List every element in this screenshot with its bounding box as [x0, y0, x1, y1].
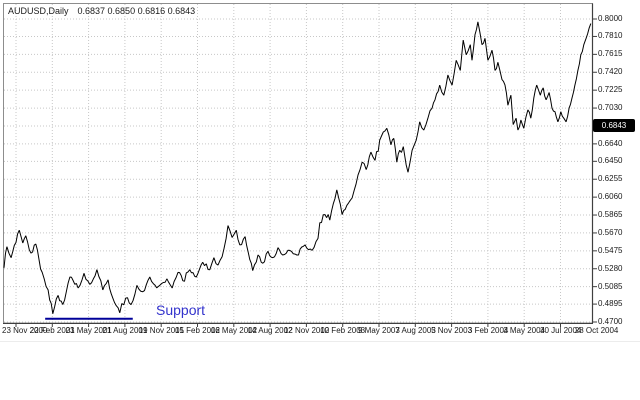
- ohlc-quote: 0.6837 0.6850 0.6816 0.6843: [77, 6, 196, 16]
- x-axis-label: 16 May 2002: [210, 326, 258, 335]
- price-line-series: [3, 21, 592, 314]
- y-axis-label: 0.5475: [598, 245, 623, 255]
- x-axis-label: 19 Nov 2001: [138, 326, 185, 335]
- x-axis-label: 22 Feb 2001: [29, 326, 75, 335]
- x-axis-label: 15 Feb 2002: [175, 326, 220, 335]
- x-axis-label: 3 Feb 2004: [467, 326, 509, 335]
- x-axis-label: 12 Nov 2002: [283, 326, 330, 335]
- y-axis-label: 0.7615: [598, 49, 623, 59]
- y-axis-label: 0.7810: [598, 31, 623, 41]
- y-axis-label: 0.5085: [598, 281, 623, 291]
- x-axis-label: 5 Nov 2003: [431, 326, 473, 335]
- y-axis-label: 0.5280: [598, 263, 623, 273]
- bottom-divider: [0, 341, 640, 342]
- y-axis-label: 0.6450: [598, 156, 623, 166]
- x-axis-label: 23 Nov 2000: [2, 326, 48, 335]
- y-axis-label: 0.6255: [598, 174, 623, 184]
- x-axis-label: 28 Oct 2004: [574, 326, 619, 335]
- x-axis-label: 14 Aug 2002: [247, 326, 293, 335]
- x-axis-label: 21 Aug 2001: [102, 326, 148, 335]
- current-price-tag: 0.6843: [593, 118, 635, 132]
- x-axis-label: 23 May 2001: [65, 326, 112, 335]
- y-axis-label: 0.8000: [598, 14, 623, 23]
- x-axis-label: 30 Jul 2004: [540, 326, 582, 335]
- y-axis-label: 0.6640: [598, 138, 623, 148]
- y-axis-label: 0.4895: [598, 299, 623, 309]
- y-axis-label: 0.6060: [598, 192, 623, 202]
- x-axis-label: 9 May 2003: [358, 326, 400, 335]
- x-axis-label: 7 Aug 2003: [395, 326, 436, 335]
- x-axis-label: 3 May 2004: [503, 326, 545, 335]
- support-label[interactable]: Support: [156, 302, 206, 318]
- y-axis-label: 0.4700: [598, 317, 623, 326]
- current-price-value: 0.6843: [601, 120, 627, 130]
- y-axis-label: 0.5865: [598, 210, 623, 220]
- x-axis-label: 10 Feb 2003: [320, 326, 366, 335]
- y-axis-label: 0.7420: [598, 67, 623, 77]
- y-axis-label: 0.7030: [598, 103, 623, 113]
- chart-title: AUDUSD,Daily 0.6837 0.6850 0.6816 0.6843: [8, 6, 195, 16]
- y-axis-label: 0.7225: [598, 85, 623, 95]
- symbol-period-label: AUDUSD,Daily: [8, 6, 69, 16]
- y-axis-label: 0.5670: [598, 227, 623, 237]
